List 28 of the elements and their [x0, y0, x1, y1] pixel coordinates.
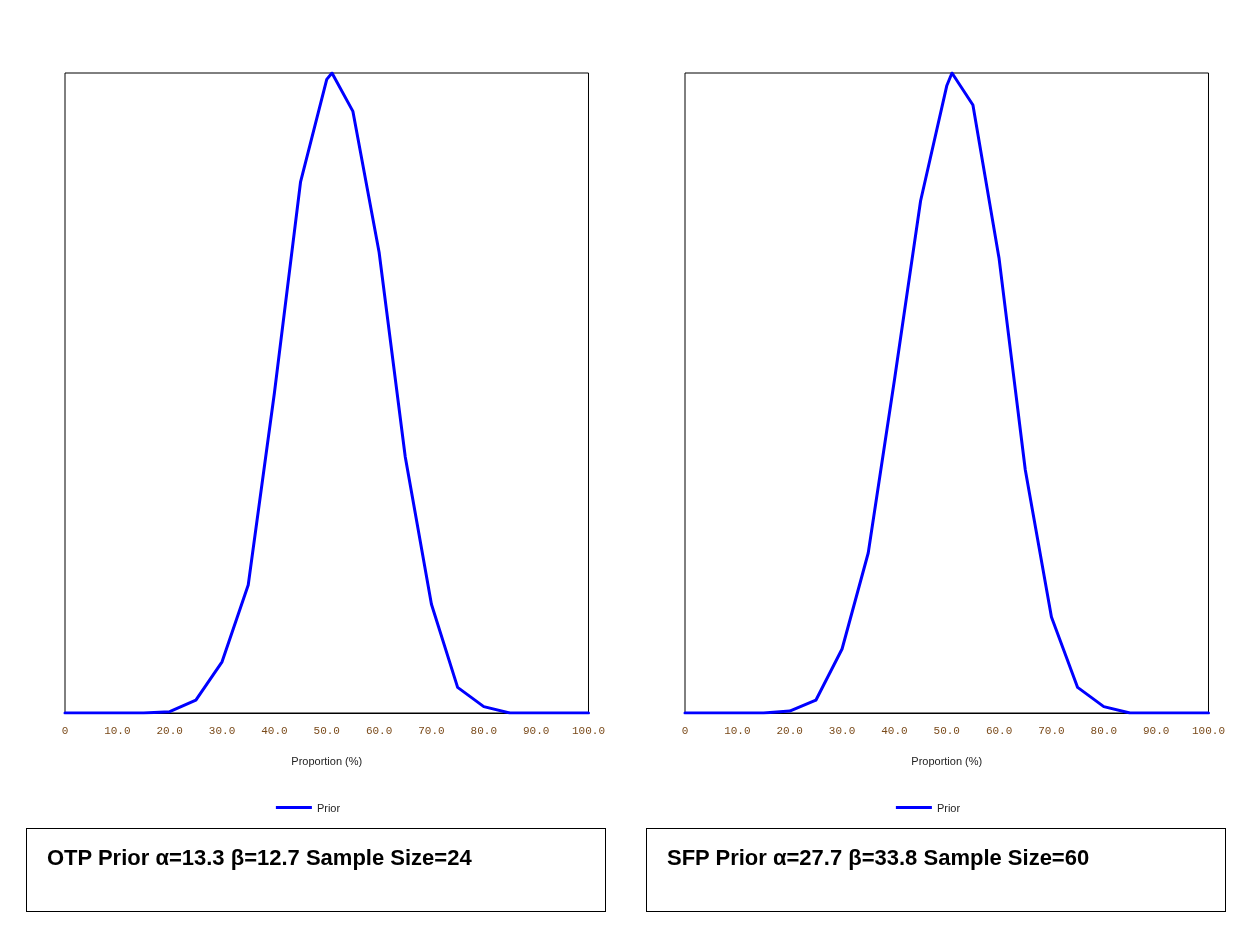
x-tick-label: 0 [61, 724, 69, 737]
legend-label: Prior [316, 801, 341, 814]
x-tick-label: 80.0 [470, 724, 497, 737]
x-tick-label: 90.0 [522, 724, 550, 737]
x-tick-label: 30.0 [828, 724, 856, 737]
x-tick-label: 10.0 [724, 724, 751, 737]
x-axis-title: Proportion (%) [911, 754, 983, 767]
x-tick-label: 20.0 [156, 724, 183, 737]
x-tick-label: 70.0 [418, 724, 445, 737]
x-tick-label: 80.0 [1090, 724, 1117, 737]
legend-label: Prior [936, 801, 961, 814]
x-tick-label: 60.0 [365, 724, 393, 737]
x-axis-title: Proportion (%) [291, 754, 363, 767]
x-tick-label: 100.0 [1191, 724, 1226, 737]
text: SFP Prior α=27.7 β=33.8 Sample Size=60 [646, 828, 1226, 912]
x-tick-label: 50.0 [933, 724, 960, 737]
x-tick-label: 50.0 [313, 724, 340, 737]
x-tick-label: 100.0 [571, 724, 606, 737]
text: OTP Prior α=13.3 β=12.7 Sample Size=24 [26, 828, 606, 912]
x-tick-label: 40.0 [261, 724, 288, 737]
x-tick-label: 20.0 [776, 724, 803, 737]
x-tick-label: 0 [681, 724, 689, 737]
x-tick-label: 70.0 [1038, 724, 1065, 737]
x-tick-label: 40.0 [881, 724, 908, 737]
x-tick-label: 60.0 [985, 724, 1013, 737]
x-tick-label: 30.0 [208, 724, 236, 737]
x-tick-label: 90.0 [1142, 724, 1170, 737]
x-tick-label: 10.0 [104, 724, 131, 737]
